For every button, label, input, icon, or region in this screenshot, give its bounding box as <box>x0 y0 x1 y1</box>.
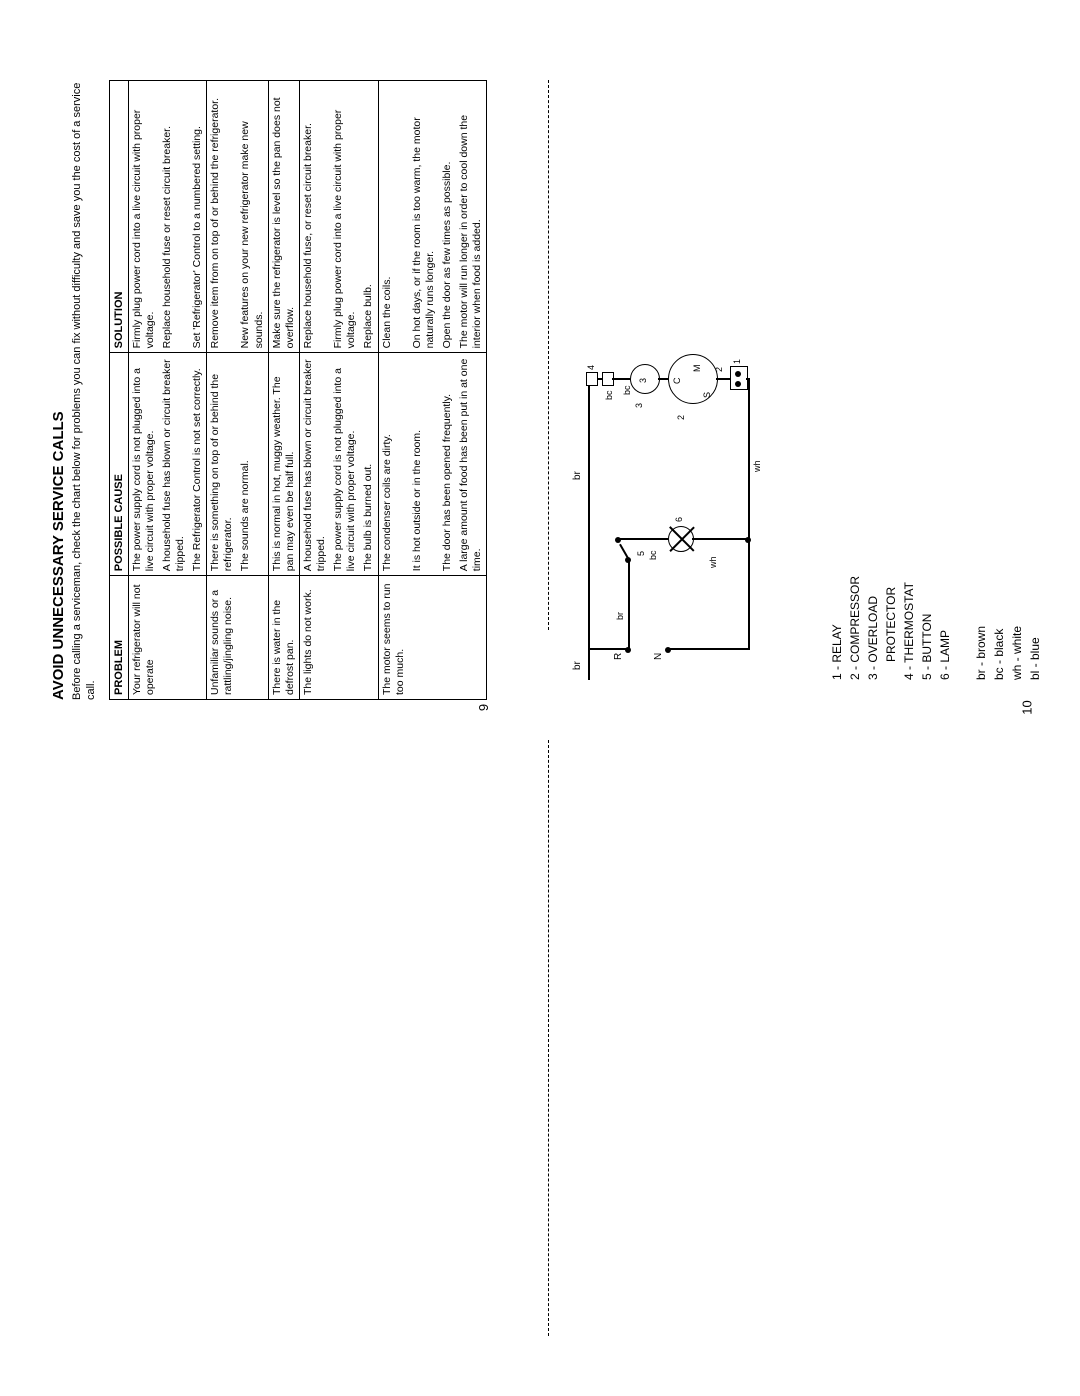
cell-solution: Firmly plug power cord into a live circu… <box>128 81 159 353</box>
cell-problem: Unfamiliar sounds or a rattling/jingling… <box>207 576 238 700</box>
page-number-right: 10 <box>1020 700 1035 714</box>
cell-cause: The power supply cord is not plugged int… <box>330 353 360 576</box>
label-1: 1 <box>732 359 742 364</box>
intro-text: Before calling a serviceman, check the c… <box>71 80 99 700</box>
label-3: 3 <box>638 378 648 383</box>
cell-cause: A household fuse has blown or circuit br… <box>299 353 330 576</box>
cell-solution: Make sure the refrigerator is level so t… <box>268 81 299 353</box>
legend-item: 6 - LAMP <box>936 120 954 680</box>
legend-item: 1 - RELAY <box>828 120 846 680</box>
cell-solution: The motor will run longer in order to co… <box>456 81 487 353</box>
comp-c: C <box>672 378 682 385</box>
legend-item: 5 - BUTTON <box>918 120 936 680</box>
label-2: 2 <box>676 415 686 420</box>
label-bc: bc <box>604 390 614 400</box>
label-N: N <box>653 653 664 660</box>
cell-problem: There is water in the defrost pan. <box>268 576 299 700</box>
cell-problem: The lights do not work. <box>299 576 330 700</box>
color-item: bc - black <box>990 120 1008 680</box>
cell-cause: It is hot outside or in the room. <box>409 353 439 576</box>
cell-problem <box>456 576 487 700</box>
legend-item-sub: PROTECTOR <box>882 120 900 680</box>
label-4: 4 <box>586 365 596 370</box>
schematic-diagram: br br 4 bc bc 3 3 C M S 2 2 1 R br <box>568 340 788 680</box>
cell-problem: Your refrigerator will not operate <box>128 576 159 700</box>
color-legend: br - brown bc - black wh - white bl - bl… <box>972 120 1044 680</box>
cell-problem: The motor seems to run too much. <box>378 576 409 700</box>
label-wh2: wh <box>752 460 762 472</box>
label-br: br <box>572 661 583 670</box>
legend-item: 2 - COMPRESSOR <box>846 120 864 680</box>
cell-solution: On hot days, or if the room is too warm,… <box>409 81 439 353</box>
header-solution: SOLUTION <box>109 81 128 353</box>
label-br2: br <box>615 612 625 620</box>
comp-m: M <box>692 365 702 373</box>
header-problem: PROBLEM <box>109 576 128 700</box>
troubleshooting-page: AVOID UNNECESSARY SERVICE CALLS Before c… <box>50 80 487 700</box>
label-3b: 3 <box>634 403 644 408</box>
cell-cause: The Refrigerator Control is not set corr… <box>189 353 207 576</box>
label-5: 5 <box>636 551 646 556</box>
cell-cause: The condenser coils are dirty. <box>378 353 409 576</box>
cell-problem <box>237 576 268 700</box>
header-cause: POSSIBLE CAUSE <box>109 353 128 576</box>
label-br: br <box>572 471 583 480</box>
cell-solution: New features on your new refrigerator ma… <box>237 81 268 353</box>
page-title: AVOID UNNECESSARY SERVICE CALLS <box>50 80 67 700</box>
cell-cause: The bulb is burned out. <box>360 353 378 576</box>
cell-problem <box>330 576 360 700</box>
label-R: R <box>613 653 624 660</box>
cell-solution: Clean the coils. <box>378 81 409 353</box>
cell-cause: The sounds are normal. <box>237 353 268 576</box>
cell-cause: A large amount of food has been put in a… <box>456 353 487 576</box>
color-item: wh - white <box>1008 120 1026 680</box>
cell-solution: Replace household fuse, or reset circuit… <box>299 81 330 353</box>
label-6: 6 <box>674 517 684 522</box>
cell-solution: Open the door as few times as possible. <box>439 81 456 353</box>
cell-problem <box>159 576 189 700</box>
cell-solution: Set 'Refrigerator' Control to a numbered… <box>189 81 207 353</box>
legend-item: 3 - OVERLOAD <box>864 120 882 680</box>
color-item: bl - blue <box>1026 120 1044 680</box>
schematic-page: br br 4 bc bc 3 3 C M S 2 2 1 R br <box>560 120 1044 680</box>
cell-cause: This is normal in hot, muggy weather. Th… <box>268 353 299 576</box>
cell-solution: Firmly plug power cord into a live circu… <box>330 81 360 353</box>
troubleshooting-table: PROBLEM POSSIBLE CAUSE SOLUTION Your ref… <box>109 80 488 700</box>
label-wh: wh <box>708 556 718 568</box>
cell-cause: The power supply cord is not plugged int… <box>128 353 159 576</box>
comp-s: S <box>702 392 712 398</box>
cell-cause: A household fuse has blown or circuit br… <box>159 353 189 576</box>
component-legend: 1 - RELAY 2 - COMPRESSOR 3 - OVERLOAD PR… <box>828 120 954 680</box>
legend-item: 4 - THERMOSTAT <box>900 120 918 680</box>
color-item: br - brown <box>972 120 990 680</box>
cell-problem <box>439 576 456 700</box>
page-number-left: 9 <box>476 704 491 711</box>
cell-cause: The door has been opened frequently. <box>439 353 456 576</box>
label-bc: bc <box>622 385 632 395</box>
cell-solution: Replace household fuse or reset circuit … <box>159 81 189 353</box>
cell-problem <box>409 576 439 700</box>
cell-solution: Remove item from on top of or behind the… <box>207 81 238 353</box>
cell-problem <box>189 576 207 700</box>
cell-cause: There is something on top of or behind t… <box>207 353 238 576</box>
label-bc2: bc <box>648 550 658 560</box>
cell-solution: Replace bulb. <box>360 81 378 353</box>
label-2b: 2 <box>714 367 724 372</box>
cell-problem <box>360 576 378 700</box>
